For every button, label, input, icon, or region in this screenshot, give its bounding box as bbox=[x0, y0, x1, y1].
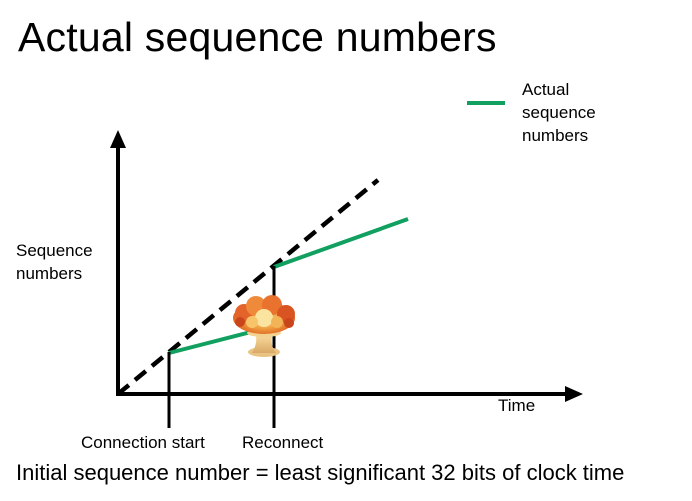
slide-caption: Initial sequence number = least signific… bbox=[16, 460, 625, 485]
mushroom-cloud-explosion-icon bbox=[233, 295, 295, 357]
reconnect-label: Reconnect bbox=[242, 433, 324, 452]
connection-start-label: Connection start bbox=[81, 433, 205, 452]
legend-label: Actual sequence numbers bbox=[522, 80, 596, 145]
clock-sequence-dashed-line bbox=[116, 178, 380, 396]
x-axis-arrowhead bbox=[565, 386, 583, 402]
slide-title: Actual sequence numbers bbox=[18, 14, 497, 60]
legend-swatch bbox=[467, 101, 505, 105]
y-axis-arrowhead bbox=[110, 130, 126, 148]
y-axis-label: Sequence numbers bbox=[16, 241, 93, 283]
x-axis-label: Time bbox=[498, 396, 536, 415]
actual-sequence-segment-2 bbox=[273, 217, 409, 269]
